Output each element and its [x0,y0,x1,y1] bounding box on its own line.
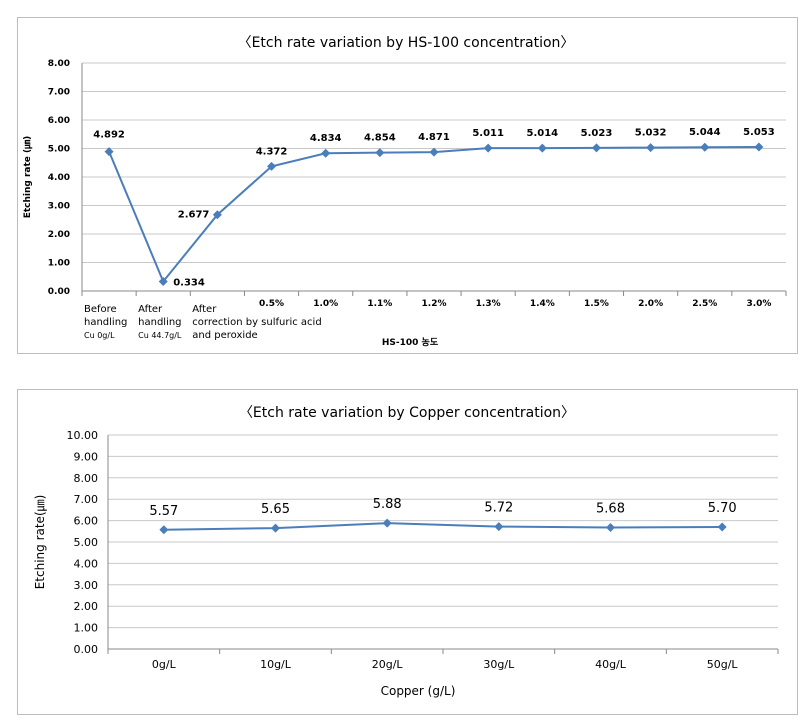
chart2-xtick-label: 0g/L [152,658,177,671]
chart1-xtick-label: After [192,304,217,315]
chart1-xtick-label: 1.5% [584,299,609,309]
chart2-ytick-label: 6.00 [74,515,99,528]
chart2-ytick-label: 2.00 [74,600,99,613]
chart2-title: 〈Etch rate variation by Copper concentra… [239,405,575,421]
chart1-ylabel: Etching rate (㎛) [23,136,33,219]
chart1-xtick-label: correction by sulfuric acid [192,317,321,328]
chart1-xtick-label: 2.0% [638,299,663,309]
chart1-xtick-label: After [138,304,163,315]
chart1-xtick-label: 1.3% [476,299,501,309]
chart1-data-label: 0.334 [173,277,205,288]
chart2-ylabel: Etching rate(㎛) [33,495,47,590]
chart2-xtick-label: 10g/L [260,658,292,671]
chart1-point [646,143,656,153]
chart2-ytick-label: 1.00 [74,622,99,635]
chart1-ytick-label: 4.00 [48,173,70,183]
chart1-point [483,143,493,153]
chart2-xtick-label: 40g/L [595,658,627,671]
chart2-point [382,518,392,528]
chart2-ytick-label: 0.00 [74,643,99,656]
chart1-ytick-label: 2.00 [48,230,70,240]
chart1-ytick-label: 3.00 [48,202,70,212]
chart1-ytick-label: 1.00 [48,259,70,269]
chart1-data-label: 4.892 [93,130,125,141]
chart1-point [591,143,601,153]
chart1-data-label: 5.032 [635,128,667,139]
chart2-data-label: 5.88 [373,497,402,512]
chart1-xtick-label: Cu 0g/L [84,331,115,340]
chart1-data-label: 4.871 [418,132,450,143]
chart1-point [158,276,168,286]
chart1-point [267,161,277,171]
chart2-point [606,522,615,532]
chart2-data-label: 5.65 [261,502,290,517]
chart2-xtick-label: 20g/L [372,658,404,671]
chart1-ytick-label: 6.00 [48,116,70,126]
chart2-ytick-label: 9.00 [74,450,99,463]
copper-chart-panel [17,389,798,715]
chart2-series-line [163,522,723,531]
chart2-ytick-label: 7.00 [74,493,99,506]
chart1-point [754,142,764,152]
chart2-data-label: 5.57 [149,504,178,519]
chart1-xtick-label: 1.1% [367,299,392,309]
chart1-point [321,148,331,158]
chart1-ytick-label: 7.00 [48,88,70,98]
chart2-point [159,525,169,535]
hs100-chart-panel [17,17,798,354]
chart2-xlabel: Copper (g/L) [381,684,456,698]
chart2-ytick-label: 3.00 [74,579,99,592]
chart1-xtick-label: 3.0% [746,299,771,309]
chart1-xlabel: HS-100 농도 [382,337,439,348]
chart1-data-label: 5.053 [743,127,775,138]
chart2-ytick-label: 10.00 [67,429,99,442]
chart1-xtick-label: 1.0% [313,299,338,309]
chart1-data-label: 4.854 [364,133,396,144]
chart1-xtick-label: Before [84,304,117,315]
chart2-data-label: 5.72 [484,501,513,516]
chart1-data-label: 2.677 [178,210,210,221]
chart1-xtick-label: 1.4% [530,299,555,309]
chart2-ytick-label: 5.00 [74,536,99,549]
chart1-ytick-label: 5.00 [48,145,70,155]
chart2-point [271,523,280,533]
chart1-data-label: 5.011 [472,128,504,139]
chart1-xtick-label: handling [138,317,181,328]
chart1-ytick-label: 8.00 [48,59,70,69]
chart1-data-label: 5.044 [689,127,721,138]
chart2-ytick-label: 8.00 [74,472,99,485]
chart1-xtick-label: 0.5% [259,299,284,309]
chart1-xtick-label: and peroxide [192,330,257,341]
chart1-point [212,210,222,220]
chart1-xtick-label: 1.2% [422,299,447,309]
chart2-xtick-label: 30g/L [483,658,515,671]
chart1-data-label: 4.834 [310,133,342,144]
chart1-data-label: 5.023 [581,128,613,139]
chart1-xtick-label: Cu 44.7g/L [138,331,182,340]
chart2-ytick-label: 4.00 [74,557,99,570]
chart1-point [537,143,547,153]
chart2-point [494,522,504,532]
chart1-point [429,147,439,157]
chart1-point [375,148,385,158]
chart2-data-label: 5.70 [708,501,737,516]
chart2-data-label: 5.68 [596,501,625,516]
chart1-xtick-label: handling [84,317,127,328]
chart1-data-label: 5.014 [526,128,558,139]
chart1-point [700,142,710,152]
chart1-data-label: 4.372 [256,146,288,157]
chart1-ytick-label: 0.00 [48,287,70,297]
chart1-xtick-label: 2.5% [692,299,717,309]
chart1-point [104,147,114,157]
chart2-xtick-label: 50g/L [707,658,739,671]
chart2-point [717,522,727,532]
chart1-title: 〈Etch rate variation by HS-100 concentra… [238,35,575,51]
